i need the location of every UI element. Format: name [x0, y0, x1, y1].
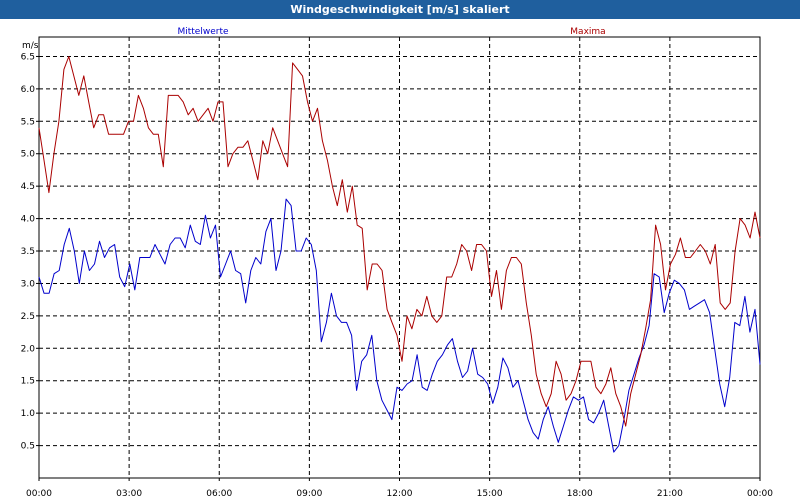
y-tick-label: 1.5	[21, 377, 35, 387]
y-tick-label: 4.5	[21, 182, 35, 192]
x-tick-time: 09:00	[296, 489, 322, 499]
series-lines	[38, 56, 761, 453]
y-tick-label: 3.5	[21, 247, 35, 257]
legend-maxima: Maxima	[570, 27, 605, 37]
x-tick-time: 12:00	[387, 489, 413, 499]
x-tick-time: 00:00	[26, 489, 52, 499]
y-tick-label: 4.0	[21, 215, 36, 225]
y-axis-ticks: 0.5 1.0 1.5 2.0 2.5 3.0 3.5 4.0 4.5 5.0 5.5 6.0 6.5	[21, 52, 39, 452]
series-line-mittelwerte	[38, 198, 761, 453]
y-tick-label: 0.5	[21, 442, 35, 452]
legend-mittelwerte: Mittelwerte	[177, 27, 228, 37]
x-tick-time: 15:00	[477, 489, 503, 499]
y-tick-label: 2.0	[21, 344, 36, 354]
y-tick-label: 1.0	[21, 409, 36, 419]
y-tick-label: 6.0	[21, 85, 36, 95]
x-tick-time: 06:00	[206, 489, 232, 499]
grid-lines	[39, 37, 760, 478]
series-line-maxima	[38, 56, 761, 427]
y-tick-label: 5.5	[21, 117, 35, 127]
x-axis-ticks: 00:0016.02.1903:0016.02.1906:0016.02.190…	[26, 478, 773, 499]
window-title: Windgeschwindigkeit [m/s] skaliert	[0, 0, 800, 19]
x-tick-time: 18:00	[567, 489, 593, 499]
y-tick-label: 3.0	[21, 279, 36, 289]
x-tick-time: 03:00	[116, 489, 142, 499]
y-tick-label: 6.5	[21, 52, 35, 62]
y-tick-label: 2.5	[21, 312, 35, 322]
wind-speed-chart: 0.51.01.52.02.53.03.54.04.55.05.56.06.5 …	[21, 27, 774, 499]
y-axis-label: m/s	[22, 41, 39, 51]
x-tick-time: 00:00	[747, 489, 773, 499]
y-tick-label: 5.0	[21, 150, 36, 160]
x-tick-time: 21:00	[657, 489, 683, 499]
